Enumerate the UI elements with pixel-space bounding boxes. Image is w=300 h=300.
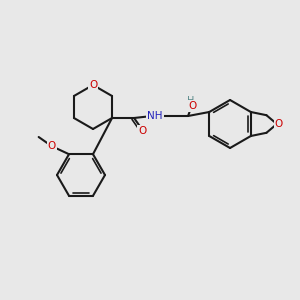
Text: NH: NH: [147, 111, 163, 121]
Text: O: O: [89, 80, 97, 90]
Text: O: O: [275, 119, 283, 129]
Text: O: O: [138, 126, 147, 136]
Text: O: O: [48, 141, 56, 151]
Text: H: H: [187, 96, 194, 106]
Text: O: O: [189, 101, 197, 111]
